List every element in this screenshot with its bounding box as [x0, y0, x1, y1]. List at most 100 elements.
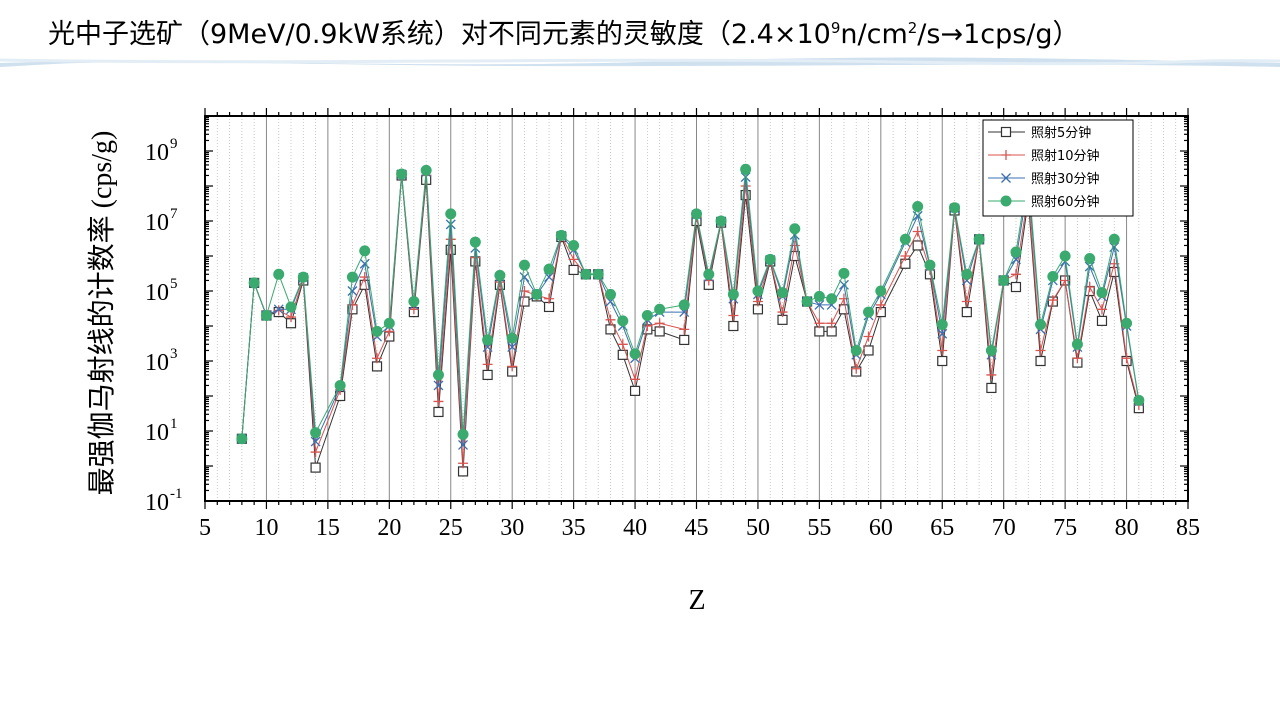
- data-point: [850, 344, 862, 356]
- data-point: [1121, 353, 1132, 364]
- data-point: [617, 315, 629, 327]
- data-point: [506, 332, 518, 344]
- data-point: [519, 296, 530, 307]
- data-point: [568, 264, 579, 276]
- data-point: [1072, 353, 1083, 364]
- data-point: [863, 306, 875, 318]
- data-point: [273, 304, 284, 315]
- data-point: [310, 447, 321, 458]
- series-layer: [236, 163, 1145, 477]
- data-point: [678, 299, 690, 311]
- legend-label: 照射30分钟: [1031, 171, 1100, 187]
- data-point: [432, 369, 444, 381]
- data-point: [445, 219, 456, 230]
- data-point: [814, 318, 825, 329]
- x-tick-label: 25: [439, 515, 463, 541]
- x-tick-label: 10: [254, 515, 278, 541]
- x-tick-label: 40: [623, 515, 647, 541]
- data-point: [973, 233, 985, 245]
- legend-label: 照射10分钟: [1031, 148, 1100, 164]
- data-point: [777, 307, 788, 318]
- data-point: [420, 164, 432, 176]
- legend-label: 照射60分钟: [1031, 194, 1100, 210]
- data-point: [986, 369, 997, 380]
- data-point: [641, 309, 653, 321]
- y-tick-exponent: 9: [170, 136, 178, 152]
- data-point: [924, 259, 936, 271]
- x-tick-label: 65: [930, 515, 954, 541]
- data-point: [285, 301, 297, 313]
- x-tick-label: 50: [746, 515, 770, 541]
- data-point: [654, 303, 666, 315]
- data-point: [458, 458, 469, 469]
- series-4: [236, 163, 1145, 445]
- data-point: [875, 299, 886, 310]
- data-point: [1010, 269, 1021, 280]
- data-point: [260, 309, 272, 321]
- data-point: [383, 317, 395, 329]
- x-tick-label: 15: [316, 515, 340, 541]
- data-point: [1109, 242, 1120, 253]
- data-point: [1108, 233, 1120, 245]
- x-axis-title: Z: [688, 585, 705, 616]
- data-point: [703, 268, 715, 280]
- data-point: [359, 272, 370, 283]
- data-point: [457, 466, 469, 477]
- data-point: [679, 324, 690, 335]
- data-point: [543, 301, 555, 313]
- grid-layer: [216, 116, 1177, 501]
- data-point: [654, 318, 665, 329]
- data-point: [482, 359, 493, 370]
- data-point: [851, 363, 862, 374]
- data-point: [1047, 295, 1058, 306]
- data-point: [617, 339, 628, 350]
- y-tick-label: 10: [145, 350, 169, 376]
- data-point: [838, 293, 849, 304]
- x-tick-label: 80: [1115, 515, 1139, 541]
- data-point: [310, 436, 321, 447]
- data-point: [899, 233, 911, 245]
- data-point: [605, 314, 616, 325]
- y-tick-label: 10: [145, 490, 169, 516]
- data-point: [838, 267, 850, 279]
- data-point: [814, 326, 825, 337]
- x-tick-label: 55: [807, 515, 831, 541]
- data-point: [346, 271, 358, 283]
- data-point: [1084, 261, 1095, 272]
- data-point: [457, 428, 469, 440]
- y-tick-exponent: -1: [170, 486, 183, 502]
- legend-marker: [1001, 173, 1011, 183]
- x-tick-label: 30: [500, 515, 524, 541]
- data-point: [937, 345, 948, 356]
- data-point: [297, 271, 309, 283]
- data-point: [1071, 338, 1083, 350]
- data-point: [433, 380, 444, 391]
- data-point: [433, 406, 444, 418]
- data-point: [433, 396, 444, 407]
- title-underline-band: [0, 57, 1280, 67]
- data-point: [544, 272, 555, 283]
- x-tick-label: 75: [1053, 515, 1077, 541]
- data-point: [1010, 281, 1022, 293]
- x-tick-label: 70: [992, 515, 1016, 541]
- data-point: [544, 293, 555, 304]
- data-point: [531, 288, 543, 300]
- data-point: [654, 326, 665, 337]
- data-point: [998, 274, 1010, 286]
- series-line: [241, 175, 1140, 472]
- data-point: [1035, 319, 1047, 331]
- data-point: [334, 379, 346, 391]
- data-point: [875, 285, 887, 297]
- data-point: [814, 299, 825, 310]
- data-point: [273, 268, 285, 280]
- x-tick-label: 20: [377, 515, 401, 541]
- data-point: [1121, 317, 1133, 329]
- data-point: [838, 279, 849, 290]
- data-point: [359, 258, 370, 269]
- data-point: [764, 253, 776, 265]
- legend-entry: 照射30分钟: [988, 171, 1100, 187]
- data-point: [555, 229, 567, 241]
- data-point: [347, 286, 358, 296]
